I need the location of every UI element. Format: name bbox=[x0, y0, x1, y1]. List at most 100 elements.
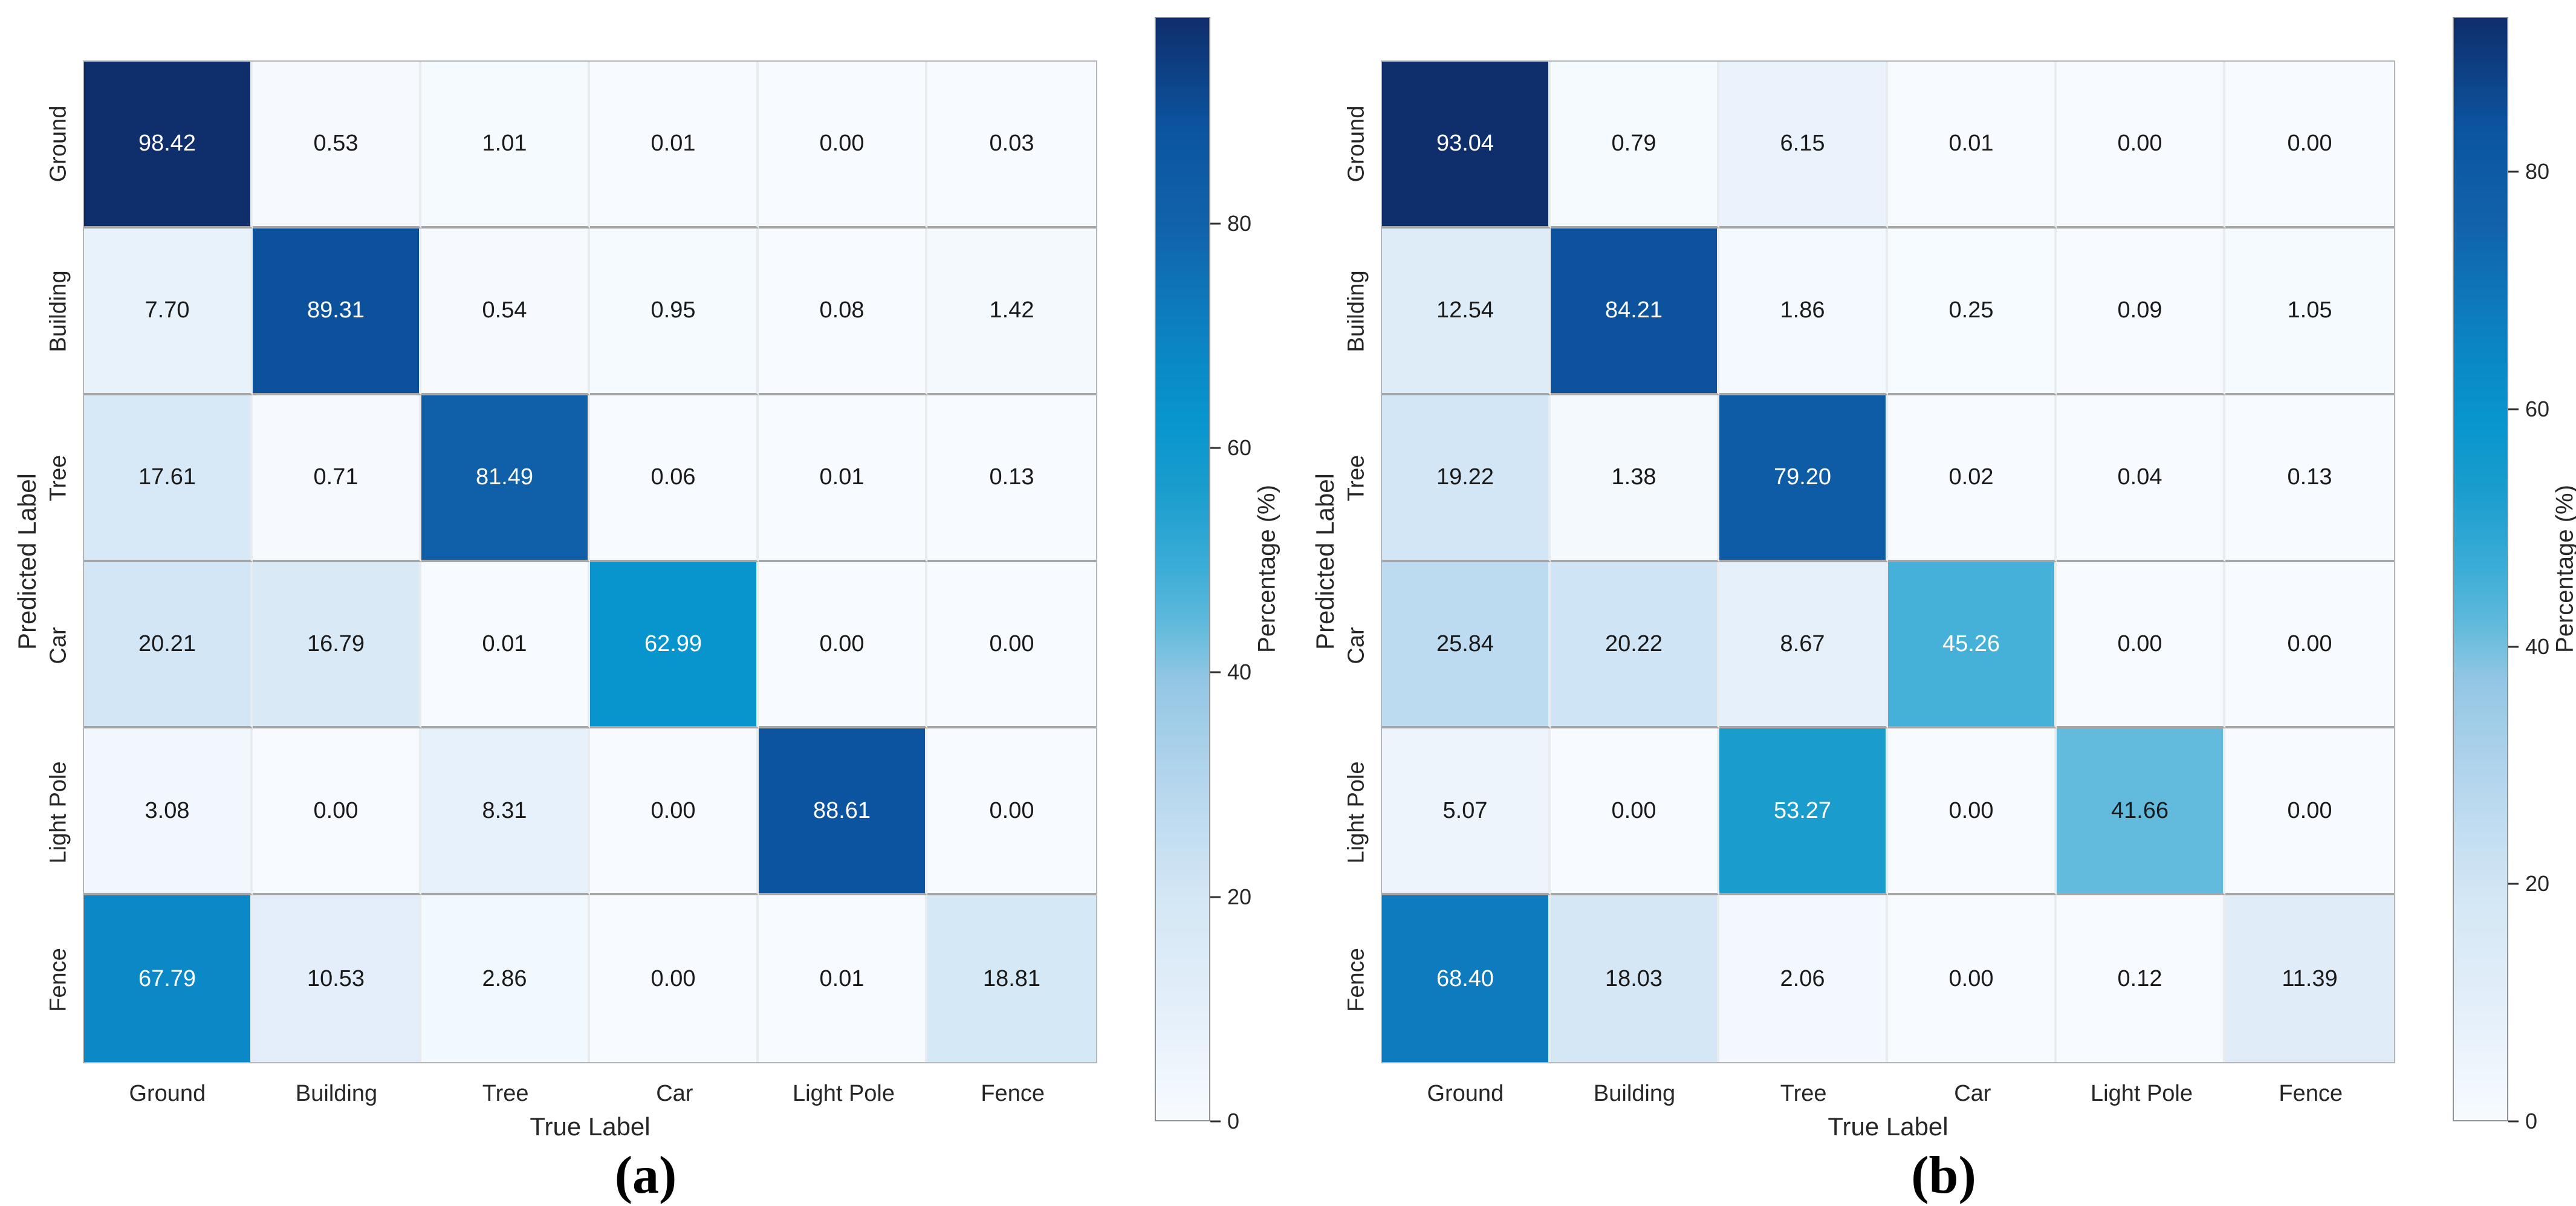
heatmap-cell: 0.09 bbox=[2057, 229, 2225, 395]
heatmap-cell: 0.03 bbox=[927, 62, 1096, 229]
heatmap-cell: 20.21 bbox=[84, 562, 253, 729]
heatmap-cell: 53.27 bbox=[1719, 728, 1888, 895]
heatmap-cell: 0.01 bbox=[759, 395, 927, 562]
y-tick-label: Car bbox=[1344, 627, 1370, 664]
colorbar-tick-label: 0 bbox=[2525, 1109, 2537, 1134]
y-axis-title: Predicted Label bbox=[1311, 473, 1340, 650]
y-tick-label: Ground bbox=[46, 106, 72, 183]
colorbar-tick-label: 60 bbox=[2525, 397, 2549, 422]
colorbar-tick-label: 80 bbox=[1227, 211, 1251, 236]
heatmap-cell: 62.99 bbox=[590, 562, 759, 729]
y-tick-label: Fence bbox=[1344, 948, 1370, 1012]
x-tick-label: Ground bbox=[1427, 1081, 1504, 1107]
panel-caption: (a) bbox=[615, 1145, 677, 1206]
colorbar-tick-label: 40 bbox=[1227, 660, 1251, 685]
x-axis-title: True Label bbox=[530, 1112, 650, 1141]
heatmap-cell: 0.79 bbox=[1551, 62, 1719, 229]
heatmap-cell: 84.21 bbox=[1551, 229, 1719, 395]
heatmap-cell: 1.42 bbox=[927, 229, 1096, 395]
heatmap-cell: 0.00 bbox=[2057, 562, 2225, 729]
heatmap-cell: 67.79 bbox=[84, 895, 253, 1062]
y-tick-label: Building bbox=[1344, 270, 1370, 352]
heatmap-cell: 0.01 bbox=[1888, 62, 2057, 229]
heatmap-cell: 1.86 bbox=[1719, 229, 1888, 395]
x-tick-label: Car bbox=[656, 1081, 693, 1107]
colorbar-tick-label: 0 bbox=[1227, 1109, 1239, 1134]
colorbar-label: Percentage (%) bbox=[1254, 485, 1281, 653]
heatmap-cell: 81.49 bbox=[421, 395, 590, 562]
colorbar-tick-label: 20 bbox=[1227, 884, 1251, 910]
heatmap-cell: 8.31 bbox=[421, 728, 590, 895]
heatmap-cell: 0.13 bbox=[2225, 395, 2394, 562]
heatmap-cell: 0.00 bbox=[2057, 62, 2225, 229]
heatmap-cell: 6.15 bbox=[1719, 62, 1888, 229]
x-tick-label: Car bbox=[1954, 1081, 1991, 1107]
heatmap-cell: 18.03 bbox=[1551, 895, 1719, 1062]
y-axis-title: Predicted Label bbox=[13, 473, 42, 650]
heatmap-cell: 0.08 bbox=[759, 229, 927, 395]
heatmap-cell: 5.07 bbox=[1382, 728, 1551, 895]
y-tick-label: Car bbox=[46, 627, 72, 664]
heatmap-cell: 0.12 bbox=[2057, 895, 2225, 1062]
heatmap-cell: 0.00 bbox=[1888, 728, 2057, 895]
heatmap-cell: 0.53 bbox=[253, 62, 421, 229]
heatmap-cell: 41.66 bbox=[2057, 728, 2225, 895]
heatmap-cell: 0.00 bbox=[927, 562, 1096, 729]
heatmap-cell: 0.71 bbox=[253, 395, 421, 562]
y-tick-label: Ground bbox=[1344, 106, 1370, 183]
heatmap-cell: 0.06 bbox=[590, 395, 759, 562]
y-tick-label: Fence bbox=[46, 948, 72, 1012]
colorbar-tick-mark bbox=[2508, 1121, 2519, 1123]
colorbar-tick-mark bbox=[2508, 408, 2519, 410]
x-tick-label: Building bbox=[296, 1081, 377, 1107]
heatmap-cell: 0.95 bbox=[590, 229, 759, 395]
heatmap-cell: 0.00 bbox=[590, 895, 759, 1062]
heatmap-cell: 88.61 bbox=[759, 728, 927, 895]
heatmap-cell: 18.81 bbox=[927, 895, 1096, 1062]
x-tick-label: Ground bbox=[129, 1081, 206, 1107]
heatmap-cell: 2.06 bbox=[1719, 895, 1888, 1062]
heatmap-cell: 19.22 bbox=[1382, 395, 1551, 562]
colorbar-tick-label: 20 bbox=[2525, 871, 2549, 896]
heatmap-cell: 0.00 bbox=[2225, 562, 2394, 729]
heatmap-cell: 0.00 bbox=[759, 562, 927, 729]
colorbar bbox=[2453, 17, 2508, 1121]
colorbar-label: Percentage (%) bbox=[2552, 485, 2576, 653]
y-tick-label: Tree bbox=[46, 455, 72, 502]
heatmap-cell: 0.00 bbox=[759, 62, 927, 229]
heatmap-cell: 25.84 bbox=[1382, 562, 1551, 729]
x-tick-label: Building bbox=[1594, 1081, 1675, 1107]
colorbar-tick-mark bbox=[1210, 1121, 1221, 1123]
heatmap-cell: 0.54 bbox=[421, 229, 590, 395]
x-tick-label: Light Pole bbox=[793, 1081, 895, 1107]
heatmap-cell: 2.86 bbox=[421, 895, 590, 1062]
heatmap-cell: 8.67 bbox=[1719, 562, 1888, 729]
y-tick-label: Light Pole bbox=[46, 762, 72, 864]
colorbar-tick-mark bbox=[1210, 672, 1221, 673]
colorbar bbox=[1155, 17, 1210, 1121]
heatmap-cell: 93.04 bbox=[1382, 62, 1551, 229]
colorbar-tick-mark bbox=[1210, 447, 1221, 449]
heatmap-cell: 0.00 bbox=[253, 728, 421, 895]
heatmap-cell: 0.04 bbox=[2057, 395, 2225, 562]
x-tick-label: Tree bbox=[1780, 1081, 1827, 1107]
heatmap-cell: 1.05 bbox=[2225, 229, 2394, 395]
y-tick-label: Tree bbox=[1344, 455, 1370, 502]
heatmap-cell: 1.38 bbox=[1551, 395, 1719, 562]
x-tick-label: Tree bbox=[482, 1081, 529, 1107]
x-tick-label: Light Pole bbox=[2091, 1081, 2193, 1107]
panel-caption: (b) bbox=[1911, 1145, 1976, 1206]
heatmap-cell: 0.01 bbox=[421, 562, 590, 729]
heatmap-cell: 10.53 bbox=[253, 895, 421, 1062]
heatmap-cell: 20.22 bbox=[1551, 562, 1719, 729]
colorbar-tick-mark bbox=[1210, 896, 1221, 898]
colorbar-tick-mark bbox=[2508, 171, 2519, 173]
heatmap-cell: 0.00 bbox=[2225, 728, 2394, 895]
heatmap-cell: 7.70 bbox=[84, 229, 253, 395]
heatmap-cell: 68.40 bbox=[1382, 895, 1551, 1062]
heatmap-cell: 3.08 bbox=[84, 728, 253, 895]
heatmap-cell: 79.20 bbox=[1719, 395, 1888, 562]
x-tick-label: Fence bbox=[981, 1081, 1045, 1107]
